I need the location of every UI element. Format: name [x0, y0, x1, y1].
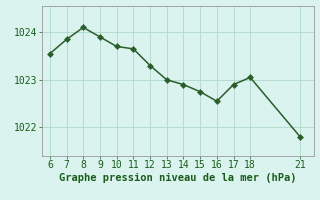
- X-axis label: Graphe pression niveau de la mer (hPa): Graphe pression niveau de la mer (hPa): [59, 173, 296, 183]
